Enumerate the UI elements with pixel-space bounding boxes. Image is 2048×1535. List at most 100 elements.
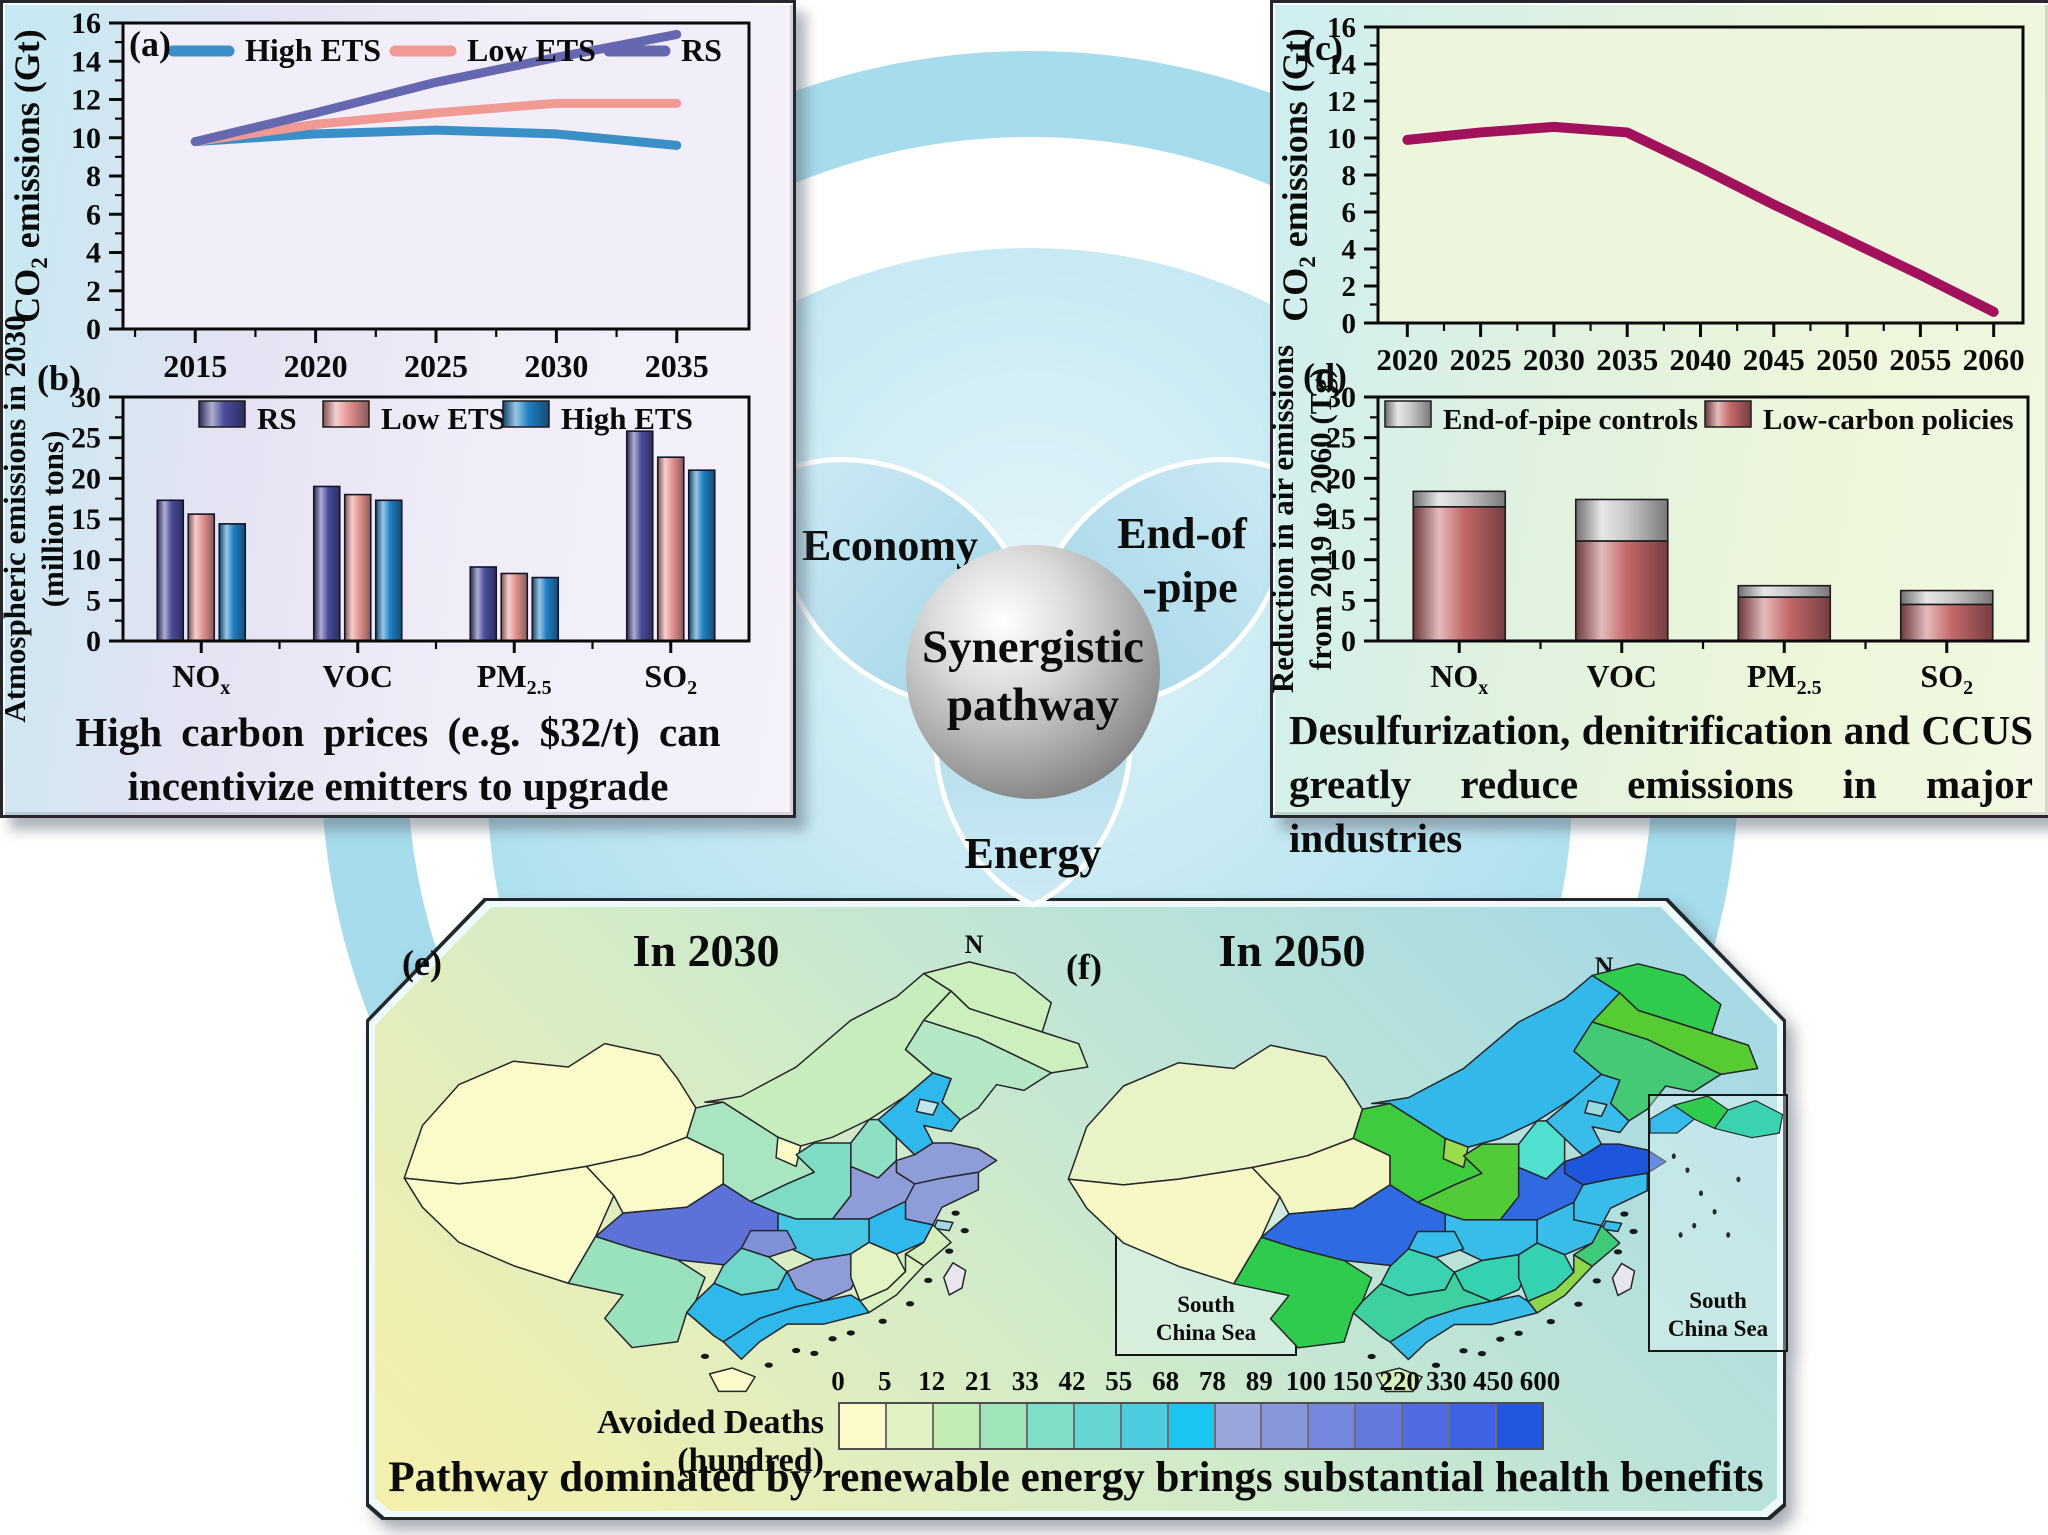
svg-text:4: 4: [86, 237, 101, 270]
map-title-2030: In 2030: [632, 925, 780, 976]
caption-right-line2: greatly reduce emissions in major indust…: [1289, 761, 2033, 862]
svg-text:15: 15: [71, 503, 101, 536]
panel-label-b: (b): [37, 358, 81, 398]
svg-text:PM2.5: PM2.5: [477, 658, 552, 699]
svg-text:14: 14: [1327, 49, 1356, 81]
colorbar-cell: [980, 1404, 1028, 1448]
caption-bottom: Pathway dominated by renewable energy br…: [388, 1454, 1764, 1501]
south-china-sea-inset-f: South China Sea: [1648, 1094, 1788, 1352]
svg-text:30: 30: [1326, 381, 1356, 414]
svg-text:NOx: NOx: [172, 658, 230, 699]
svg-text:20: 20: [71, 462, 101, 495]
colorbar-tick: 68: [1152, 1366, 1180, 1396]
co2-emissions-line-chart-c: 0 2 4 6 8 10 12 14 16 2020 2025 2030 2035 2040 2045 205…: [1275, 12, 2025, 377]
colorbar-tick: 100: [1285, 1366, 1327, 1396]
svg-text:6: 6: [86, 198, 101, 231]
svg-text:End-of-pipe controls: End-of-pipe controls: [1443, 404, 1698, 436]
health-benefit-maps-panel: (e) In 2030 N South China Sea (f) In 205: [366, 898, 1788, 1520]
synergistic-pathway-panel: 0 2 4 6 8 10 12 14 16 2020 2025 2030 2035 2040 2045 205…: [1265, 0, 2048, 861]
colorbar-tick: 0: [831, 1366, 845, 1396]
inset-label-line2: China Sea: [1667, 1316, 1769, 1342]
svg-text:2050: 2050: [1816, 342, 1878, 377]
svg-text:5: 5: [86, 584, 101, 617]
svg-text:2015: 2015: [163, 348, 227, 384]
colorbar-cell: [886, 1404, 934, 1448]
colorbar-tick: 5: [878, 1366, 892, 1396]
svg-text:12: 12: [1327, 86, 1356, 118]
svg-text:5: 5: [1341, 584, 1356, 617]
svg-text:2035: 2035: [645, 348, 709, 384]
svg-text:Atmospheric emissions in 2030: Atmospheric emissions in 2030: [0, 315, 32, 722]
svg-text:2020: 2020: [1376, 342, 1438, 377]
petal-label-endofpipe-1: End-of: [1117, 509, 1248, 558]
svg-text:25: 25: [1326, 422, 1356, 455]
co2-emissions-line-chart-a: 0 2 4 6 8 10 12 14 16 2015 2020 2025 2030 2035 CO2 emi…: [7, 7, 751, 384]
ets-scenarios-panel: 0 2 4 6 8 10 12 14 16 2015 2020 2025 2030 2035 CO2 emi…: [0, 0, 796, 818]
inset-label-line2: China Sea: [1155, 1320, 1257, 1346]
panel-label-c: (c): [1303, 28, 1343, 68]
colorbar-tick: 21: [964, 1366, 992, 1396]
svg-text:CO2 emissions (Gt): CO2 emissions (Gt): [1275, 28, 1320, 322]
colorbar-cell: [1403, 1404, 1451, 1448]
svg-text:High ETS: High ETS: [561, 401, 693, 436]
caption-left-line2: incentivize emitters to upgrade: [127, 763, 669, 810]
map-title-2050: In 2050: [1218, 925, 1366, 976]
svg-text:VOC: VOC: [1587, 658, 1657, 694]
petal-label-economy: Economy: [802, 521, 978, 570]
colorbar-tick: 600: [1519, 1366, 1561, 1396]
svg-text:RS: RS: [681, 32, 722, 68]
inset-label-line1: South: [1689, 1287, 1747, 1313]
svg-text:CO2 emissions (Gt): CO2 emissions (Gt): [7, 29, 52, 323]
svg-text:10: 10: [1327, 123, 1356, 155]
svg-text:2: 2: [1342, 271, 1357, 303]
petal-label-energy: Energy: [965, 829, 1102, 878]
svg-text:PM2.5: PM2.5: [1747, 658, 1822, 699]
svg-text:30: 30: [71, 381, 101, 414]
svg-text:16: 16: [71, 7, 101, 40]
svg-text:8: 8: [1342, 160, 1357, 192]
colorbar-cell: [1356, 1404, 1404, 1448]
svg-text:2045: 2045: [1743, 342, 1805, 377]
svg-text:VOC: VOC: [323, 658, 393, 694]
svg-text:0: 0: [86, 625, 101, 658]
panel-label-d: (d): [1303, 356, 1347, 396]
synergy-sphere: [906, 545, 1160, 799]
caption-right-line1: Desulfurization, denitrification and CCU…: [1289, 707, 2033, 753]
svg-text:8: 8: [86, 160, 101, 193]
svg-text:Low ETS: Low ETS: [467, 32, 596, 68]
colorbar-cell: [1121, 1404, 1169, 1448]
svg-text:2025: 2025: [1450, 342, 1512, 377]
svg-text:SO2: SO2: [644, 658, 697, 699]
svg-text:NOx: NOx: [1430, 658, 1488, 699]
china-map-2030: [386, 956, 1106, 1406]
svg-text:14: 14: [71, 45, 101, 78]
svg-text:2020: 2020: [284, 348, 348, 384]
svg-text:(million tons): (million tons): [35, 431, 70, 608]
svg-text:12: 12: [71, 84, 101, 117]
colorbar-cell: [1168, 1404, 1216, 1448]
avoided-deaths-legend-label: Avoided Deaths (hundred): [597, 1404, 824, 1479]
colorbar-tick: 33: [1011, 1366, 1039, 1396]
svg-text:RS: RS: [257, 401, 297, 436]
colorbar-cell: [1309, 1404, 1357, 1448]
caption-left-line1: High carbon prices (e.g. $32/t) can: [75, 709, 721, 755]
colorbar-tick: 150: [1332, 1366, 1374, 1396]
svg-text:High ETS: High ETS: [245, 32, 381, 68]
svg-text:2030: 2030: [1523, 342, 1585, 377]
synergistic-pathway-diagram: Economy End-of -pipe Synergistic pathway…: [700, 430, 1360, 950]
colorbar-tick: 220: [1379, 1366, 1420, 1396]
svg-text:2055: 2055: [1889, 342, 1951, 377]
colorbar-cell: [1215, 1404, 1263, 1448]
svg-text:2035: 2035: [1596, 342, 1658, 377]
svg-text:SO2: SO2: [1920, 658, 1973, 699]
svg-text:2030: 2030: [524, 348, 588, 384]
svg-text:Low-carbon policies: Low-carbon policies: [1763, 404, 2014, 436]
svg-text:Reduction in air emissions: Reduction in air emissions: [1265, 345, 1300, 693]
colorbar-tick: 12: [918, 1366, 946, 1396]
avoided-deaths-colorbar: [838, 1402, 1544, 1450]
svg-text:4: 4: [1342, 234, 1357, 266]
svg-text:10: 10: [71, 544, 101, 577]
svg-text:2040: 2040: [1670, 342, 1732, 377]
colorbar-tick: 330: [1426, 1366, 1467, 1396]
